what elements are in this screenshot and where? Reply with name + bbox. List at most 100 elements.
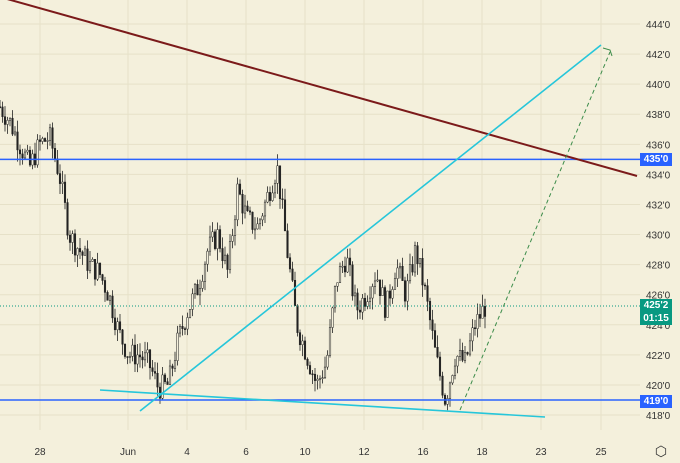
candle-body [346, 257, 349, 273]
candle-body [46, 140, 49, 142]
candle-body [403, 280, 407, 302]
candle-body [16, 131, 19, 151]
candle-body [241, 193, 244, 214]
candle-body [313, 373, 317, 381]
candle-body [206, 250, 209, 265]
candle-body [256, 223, 259, 230]
candle-body [286, 230, 289, 258]
candle-body [168, 365, 172, 385]
candle-body [201, 281, 204, 289]
resistance-trendline [6, 0, 638, 177]
candle-body [178, 326, 182, 334]
candle-body [86, 248, 89, 271]
candle-body [26, 149, 29, 153]
candle-body [378, 279, 382, 296]
y-tick-label: 434'0 [646, 170, 671, 181]
level-badge-419: 419'0 [640, 395, 672, 408]
candle-body [401, 265, 404, 281]
candle-body [316, 378, 319, 381]
candle-body [71, 233, 74, 243]
candle-body [466, 352, 469, 355]
candle-body [126, 356, 129, 358]
candle-body [371, 286, 374, 299]
candle-body [21, 153, 24, 159]
candle-body [176, 332, 179, 361]
candle-body [431, 319, 434, 331]
candle-body [281, 198, 284, 201]
candle-body [413, 245, 417, 273]
candle-body [311, 373, 314, 376]
candle-body [1, 106, 4, 117]
candle-body [208, 236, 212, 252]
candle-body [233, 219, 237, 236]
last-price-badge: 425'2 01:15 [640, 299, 672, 325]
candle-body [438, 356, 442, 377]
candle-body [266, 192, 269, 203]
candle-body [253, 228, 257, 231]
candle-body [113, 317, 117, 331]
candle-body [61, 181, 64, 184]
candle-body [98, 262, 102, 275]
candle-body [298, 332, 302, 346]
candle-body [426, 285, 429, 302]
candle-body [383, 287, 387, 318]
candle-body [228, 241, 232, 270]
candle-body [398, 265, 402, 269]
candle-body [368, 297, 372, 302]
candle-body [13, 131, 17, 135]
candle-body [276, 165, 279, 184]
candle-body [83, 248, 87, 256]
bar-countdown: 01:15 [643, 313, 669, 324]
candle-body [76, 248, 79, 256]
candle-body [463, 352, 467, 361]
candle-body [148, 349, 152, 369]
candle-body [216, 229, 219, 249]
candle-body [446, 398, 449, 405]
candle-body [318, 378, 322, 380]
y-tick-label: 422'0 [646, 351, 671, 362]
candle-body [366, 301, 369, 307]
candle-body [141, 356, 144, 361]
candle-body [421, 258, 424, 286]
candle-body [121, 329, 124, 345]
gear-icon[interactable]: ⬡ [654, 443, 668, 459]
candle-body [391, 289, 394, 299]
candle-body [321, 377, 324, 379]
candle-body [73, 233, 77, 256]
candle-body [271, 192, 274, 201]
candle-body [411, 264, 414, 273]
falling-support-trendline [99, 389, 546, 418]
candle-body [471, 327, 474, 342]
candle-body [406, 280, 409, 302]
y-tick-label: 432'0 [646, 200, 671, 211]
candle-body [458, 350, 462, 357]
candle-body [183, 328, 187, 330]
y-tick-label: 418'0 [646, 411, 671, 422]
candle-body [43, 138, 47, 142]
candle-body [66, 202, 69, 236]
candle-body [341, 265, 344, 268]
candle-body [231, 235, 234, 242]
candle-body [123, 343, 127, 357]
candle-body [131, 344, 134, 357]
candle-body [101, 274, 104, 281]
candle-body [328, 327, 332, 356]
candle-body [303, 340, 307, 360]
candle-body [56, 158, 59, 174]
candle-body [118, 321, 122, 331]
candle-body [166, 381, 169, 385]
candle-body [261, 215, 264, 221]
candle-body [473, 327, 477, 329]
candle-body [246, 205, 249, 212]
candle-body [51, 127, 54, 149]
candle-body [331, 307, 334, 328]
candle-body [213, 231, 217, 249]
candle-body [441, 375, 444, 396]
candle-body [381, 287, 384, 296]
candle-body [358, 309, 362, 313]
candle-body [428, 301, 432, 321]
candle-body [171, 365, 174, 369]
candle-body [296, 305, 299, 333]
candle-body [158, 386, 162, 399]
